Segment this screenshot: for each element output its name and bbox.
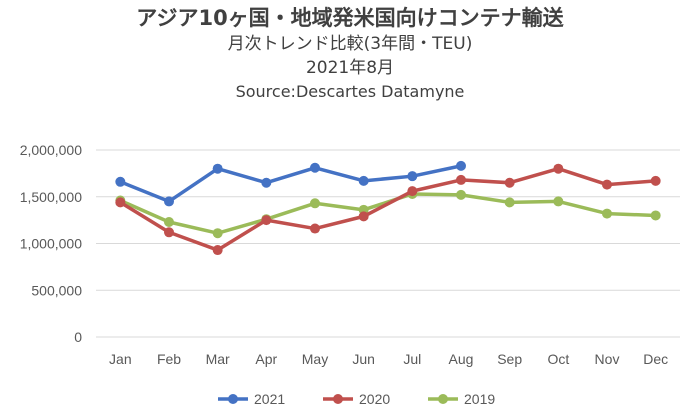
data-point-2021 [358, 175, 369, 186]
data-point-2020 [358, 211, 369, 222]
data-point-2020 [261, 215, 272, 226]
data-point-2020 [504, 177, 515, 188]
data-point-2020 [164, 227, 174, 238]
legend-label-2019: 2019 [464, 391, 495, 407]
x-tick-label: Jul [403, 351, 421, 367]
y-tick-label: 2,000,000 [20, 142, 82, 158]
data-point-2019 [212, 228, 223, 239]
data-point-2019 [602, 208, 612, 219]
y-tick-label: 500,000 [31, 282, 82, 298]
data-point-2020 [212, 245, 223, 256]
legend-marker-2019 [438, 394, 448, 404]
legend-marker-2020 [333, 394, 343, 404]
data-point-2019 [456, 189, 466, 200]
legend-label-2020: 2020 [359, 391, 390, 407]
x-tick-label: Oct [547, 351, 569, 367]
data-point-2021 [261, 177, 272, 188]
chart-subtitle: 月次トレンド比較(3年間・TEU) [227, 34, 473, 54]
y-tick-label: 1,000,000 [20, 236, 82, 252]
data-point-2020 [456, 174, 466, 185]
chart-title: アジア10ヶ国・地域発米国向けコンテナ輸送 [136, 6, 564, 30]
data-point-2021 [212, 163, 223, 174]
chart-source: Source:Descartes Datamyne [235, 82, 465, 101]
x-tick-label: Sep [497, 351, 522, 367]
data-point-2019 [310, 198, 320, 209]
legend-label-2021: 2021 [254, 391, 285, 407]
x-tick-label: Aug [449, 351, 474, 367]
data-point-2020 [602, 179, 612, 190]
data-point-2020 [115, 197, 126, 208]
data-point-2020 [650, 175, 661, 186]
data-point-2021 [407, 171, 418, 182]
x-tick-label: May [302, 351, 328, 367]
data-point-2019 [650, 210, 661, 221]
chart-period: 2021年8月 [305, 58, 395, 78]
y-tick-label: 1,500,000 [20, 189, 82, 205]
x-tick-label: Jan [109, 351, 132, 367]
x-tick-label: Mar [206, 351, 230, 367]
data-point-2021 [115, 176, 126, 187]
x-tick-label: Feb [157, 351, 181, 367]
x-tick-label: Apr [255, 351, 277, 367]
data-point-2019 [164, 216, 174, 227]
x-tick-label: Dec [643, 351, 668, 367]
data-point-2020 [407, 186, 418, 197]
data-point-2021 [310, 162, 320, 173]
data-point-2020 [310, 223, 320, 234]
series-line-2020 [118, 166, 658, 252]
series-line-2021 [118, 164, 463, 204]
data-point-2021 [456, 160, 466, 171]
x-tick-label: Jun [352, 351, 375, 367]
x-tick-label: Nov [595, 351, 620, 367]
y-tick-label: 0 [74, 329, 82, 345]
data-point-2020 [553, 163, 564, 174]
title-block: アジア10ヶ国・地域発米国向けコンテナ輸送 月次トレンド比較(3年間・TEU) … [0, 6, 700, 106]
data-point-2019 [553, 196, 564, 207]
series-line-2019 [118, 192, 658, 235]
data-point-2019 [504, 197, 515, 208]
data-point-2021 [164, 196, 174, 207]
legend-marker-2021 [228, 394, 238, 404]
